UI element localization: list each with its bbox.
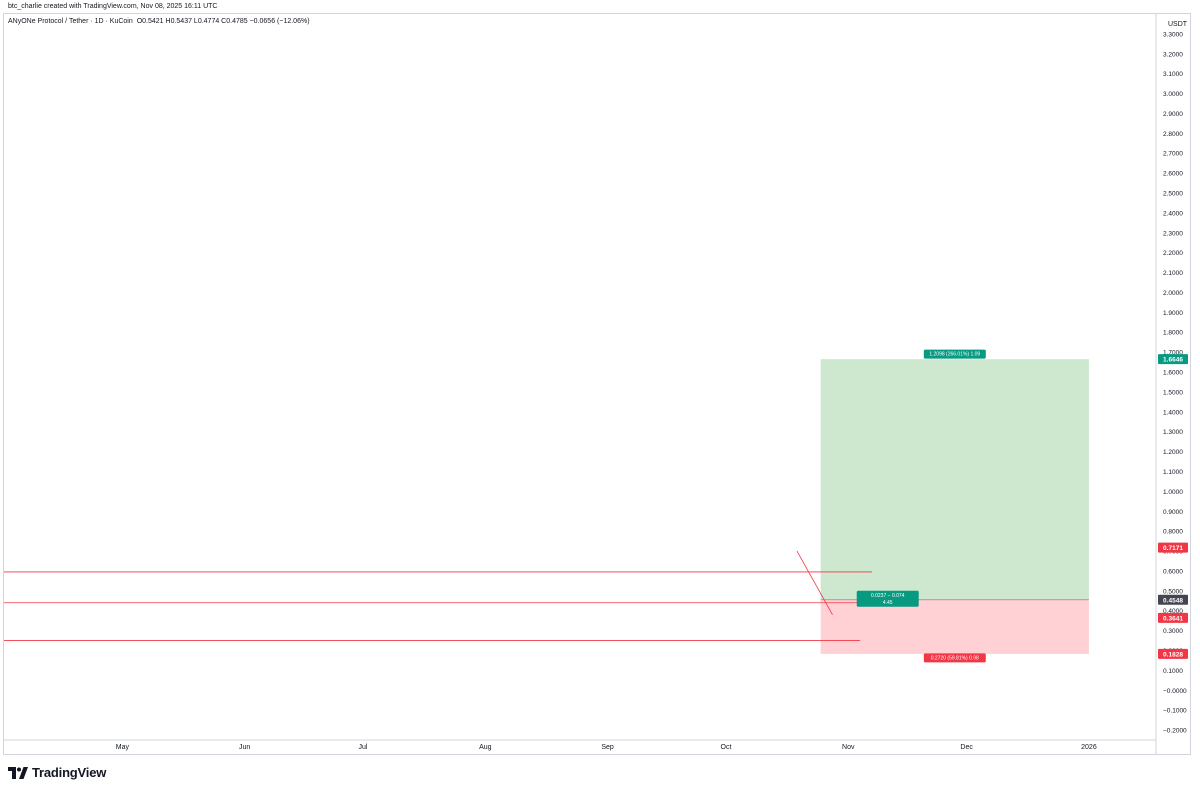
target-zone[interactable] [820, 359, 1089, 600]
x-tick-label: Oct [721, 744, 732, 751]
y-tick-label: 0.5000 [1163, 588, 1183, 595]
y-tick-label: 1.8000 [1163, 330, 1183, 337]
price-label-text: 0.4548 [1163, 597, 1183, 604]
x-tick-label: Nov [842, 744, 855, 751]
stop-zone[interactable] [820, 599, 1089, 654]
symbol-title[interactable]: ANyONe Protocol / Tether · 1D · KuCoin [8, 18, 133, 25]
chart-frame [3, 13, 1191, 755]
y-tick-label: −0.0000 [1163, 688, 1187, 695]
tradingview-brand: TradingView [32, 765, 107, 780]
ohlc-values: O0.5421 H0.5437 L0.4774 C0.4785 −0.0656 … [136, 18, 310, 25]
y-tick-label: 1.1000 [1163, 469, 1183, 476]
y-tick-label: 0.6000 [1163, 568, 1183, 575]
y-tick-label: 0.4000 [1163, 608, 1183, 615]
y-tick-label: 2.5000 [1163, 191, 1183, 198]
symbol-info: ANyONe Protocol / Tether · 1D · KuCoin O… [8, 18, 312, 25]
x-tick-label: Jul [359, 744, 368, 751]
currency-label: USDT [1168, 21, 1188, 28]
price-label-text: 0.1828 [1163, 651, 1183, 658]
y-tick-label: 1.9000 [1163, 310, 1183, 317]
x-tick-label: Aug [479, 744, 492, 751]
target-badge-text: 1.2098 (266.01%) 1.09 [929, 352, 980, 358]
price-label [1158, 648, 1188, 659]
price-label [1158, 612, 1188, 623]
x-tick-label: May [116, 744, 130, 751]
price-label-text: 1.6646 [1163, 357, 1183, 364]
y-tick-label: 3.1000 [1163, 71, 1183, 78]
pnl-badge [856, 590, 919, 607]
y-tick-label: 2.0000 [1163, 290, 1183, 297]
y-tick-label: 1.5000 [1163, 389, 1183, 396]
y-tick-label: 2.2000 [1163, 250, 1183, 257]
chart-attribution: btc_charlie created with TradingView.com… [8, 3, 218, 10]
y-tick-label: −0.2000 [1163, 728, 1187, 735]
target-badge [923, 349, 986, 359]
y-tick-label: 2.8000 [1163, 131, 1183, 138]
price-label-text: 0.7171 [1163, 545, 1183, 552]
x-tick-label: Sep [601, 744, 614, 751]
y-tick-label: 2.3000 [1163, 230, 1183, 237]
y-tick-label: 3.3000 [1163, 31, 1183, 38]
y-tick-label: 1.6000 [1163, 370, 1183, 377]
y-tick-label: 1.0000 [1163, 489, 1183, 496]
trend-line[interactable] [796, 550, 833, 615]
y-tick-label: 2.1000 [1163, 270, 1183, 277]
y-tick-label: 1.3000 [1163, 429, 1183, 436]
y-tick-label: 0.9000 [1163, 509, 1183, 516]
pnl-badge-text: 0.0237 − 0.074 [871, 593, 905, 599]
y-tick-label: 1.7000 [1163, 350, 1183, 357]
tradingview-logo-icon [8, 766, 28, 779]
y-tick-label: 0.1000 [1163, 668, 1183, 675]
y-tick-label: 2.7000 [1163, 151, 1183, 158]
price-label-text: 0.3641 [1163, 615, 1183, 622]
y-tick-label: −0.1000 [1163, 708, 1187, 715]
stop-badge [923, 653, 986, 663]
y-tick-label: 2.9000 [1163, 111, 1183, 118]
x-tick-label: Jun [239, 744, 250, 751]
stop-badge-text: 0.2720 (59.81%) 0.98 [931, 655, 979, 661]
price-label [1158, 354, 1188, 365]
x-tick-label: Dec [960, 744, 973, 751]
y-tick-label: 3.2000 [1163, 51, 1183, 58]
pnl-badge-text: 4.45 [883, 600, 893, 606]
price-label [1158, 594, 1188, 605]
y-tick-label: 1.2000 [1163, 449, 1183, 456]
y-tick-label: 2.4000 [1163, 210, 1183, 217]
y-tick-label: 3.0000 [1163, 91, 1183, 98]
y-tick-label: 0.3000 [1163, 628, 1183, 635]
footer: TradingView [8, 765, 106, 780]
y-tick-label: 1.4000 [1163, 409, 1183, 416]
x-tick-label: 2026 [1081, 744, 1097, 751]
price-label [1158, 542, 1188, 553]
y-tick-label: 0.8000 [1163, 529, 1183, 536]
y-tick-label: 2.6000 [1163, 171, 1183, 178]
